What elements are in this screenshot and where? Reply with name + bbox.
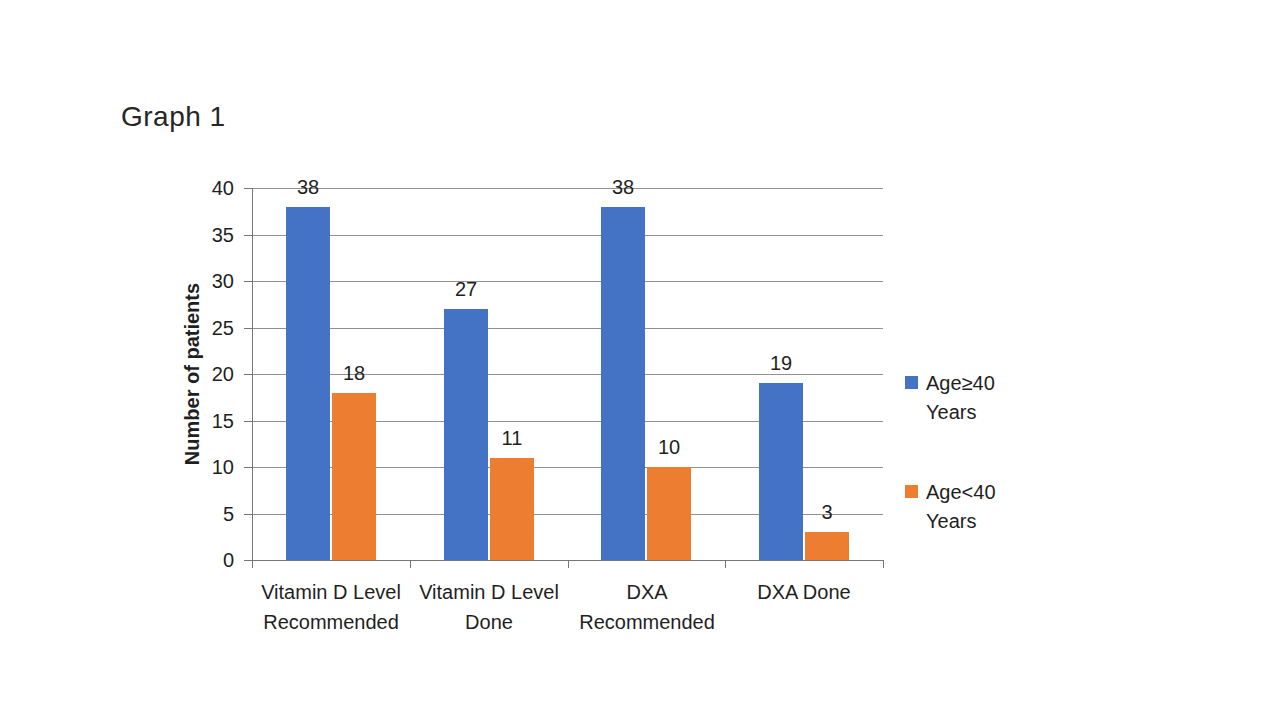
legend-item-age-lt-40: Age<40 Years (905, 478, 1010, 536)
legend-marker-blue-square-icon (905, 376, 918, 389)
bar-orange-1 (332, 393, 376, 560)
gridline (252, 235, 883, 236)
x-axis-tick (410, 561, 411, 568)
y-axis-line (252, 188, 253, 560)
x-axis-tick (252, 561, 253, 568)
bar-value-label: 10 (637, 436, 701, 459)
bar-blue-3 (601, 207, 645, 560)
y-axis-tick (244, 235, 252, 236)
category-label: Vitamin D Level Done (410, 577, 568, 637)
chart-title: Graph 1 (121, 101, 226, 133)
bar-value-label: 19 (749, 352, 813, 375)
bar-orange-4 (805, 532, 849, 560)
bar-orange-3 (647, 467, 691, 560)
bar-value-label: 18 (322, 362, 386, 385)
bar-value-label: 11 (480, 427, 544, 450)
y-axis-title: Number of patients (181, 188, 211, 560)
slide-canvas: Graph 1 05101520253035403818Vitamin D Le… (0, 0, 1280, 720)
y-axis-tick (244, 281, 252, 282)
y-axis-tick (244, 560, 252, 561)
y-axis-tick (244, 188, 252, 189)
y-axis-tick (244, 328, 252, 329)
category-label: DXA Done (725, 577, 883, 607)
y-axis-tick (244, 421, 252, 422)
legend-label: Age≥40 Years (926, 369, 1010, 427)
legend-label: Age<40 Years (926, 478, 1010, 536)
bar-orange-2 (490, 458, 534, 560)
gridline (252, 328, 883, 329)
bar-value-label: 38 (276, 176, 340, 199)
bar-value-label: 27 (434, 278, 498, 301)
gridline (252, 281, 883, 282)
gridline (252, 188, 883, 189)
bar-blue-4 (759, 383, 803, 560)
legend-item-age-ge-40: Age≥40 Years (905, 369, 1010, 427)
y-axis-tick (244, 374, 252, 375)
bar-value-label: 3 (795, 501, 859, 524)
category-label: DXA Recommended (568, 577, 726, 637)
y-axis-tick (244, 467, 252, 468)
legend-marker-orange-square-icon (905, 485, 918, 498)
y-axis-tick (244, 514, 252, 515)
category-label: Vitamin D Level Recommended (252, 577, 410, 637)
x-axis-tick (883, 561, 884, 568)
x-axis-tick (725, 561, 726, 568)
bar-value-label: 38 (591, 176, 655, 199)
x-axis-tick (568, 561, 569, 568)
